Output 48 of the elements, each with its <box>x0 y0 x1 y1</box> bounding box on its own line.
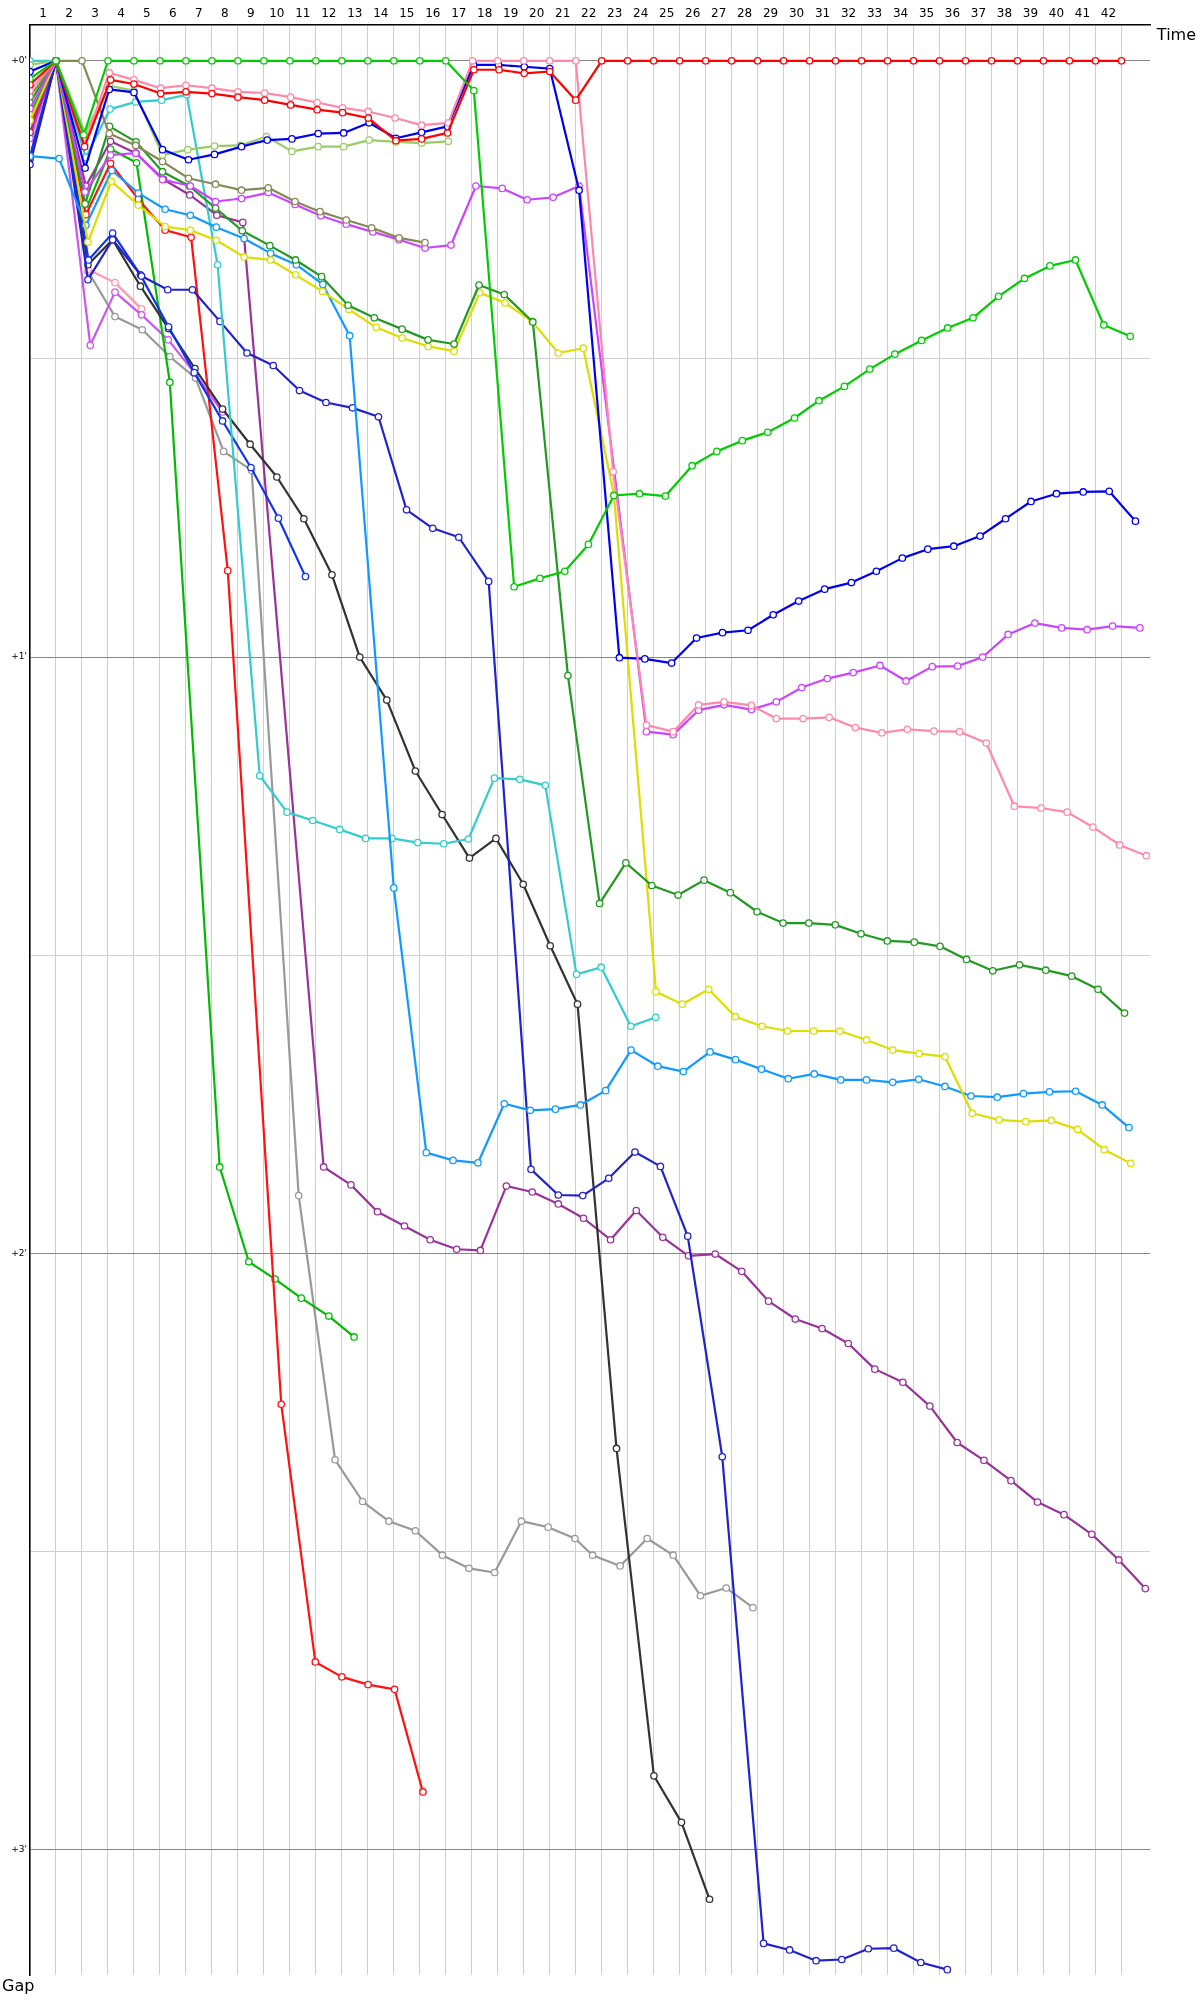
x-tick-label: 22 <box>581 5 597 20</box>
x-tick-label: 3 <box>91 5 99 20</box>
x-tick-label: 32 <box>840 5 857 20</box>
x-tick-label: 36 <box>944 5 961 20</box>
x-tick-label: 33 <box>866 5 883 20</box>
y-axis-title: Gap <box>2 1976 35 1996</box>
x-tick-label: 18 <box>477 5 493 20</box>
x-tick-label: 13 <box>347 5 363 20</box>
y-tick-label: +2' <box>11 1247 27 1258</box>
x-tick-label: 37 <box>970 5 987 20</box>
x-tick-label: 12 <box>321 5 337 20</box>
x-tick-label: 14 <box>373 5 389 20</box>
x-tick-label: 21 <box>555 5 571 20</box>
x-tick-label: 6 <box>169 5 177 20</box>
x-tick-label: 16 <box>425 5 441 20</box>
x-tick-label: 27 <box>710 5 727 20</box>
x-tick-label: 5 <box>143 5 151 20</box>
x-tick-label: 28 <box>736 5 753 20</box>
x-tick-label: 42 <box>1100 5 1117 20</box>
x-tick-label: 29 <box>762 5 779 20</box>
x-tick-label: 26 <box>685 5 701 20</box>
x-tick-label: 40 <box>1048 5 1065 20</box>
x-tick-label: 31 <box>814 5 831 20</box>
y-tick-label: +1' <box>11 651 27 662</box>
x-tick-label: 2 <box>65 5 73 20</box>
x-tick-label: 15 <box>399 5 415 20</box>
x-tick-label: 39 <box>1022 5 1039 20</box>
x-tick-label: 11 <box>295 5 311 20</box>
x-tick-label: 35 <box>918 5 935 20</box>
x-tick-label: 23 <box>607 5 623 20</box>
y-tick-label: +3' <box>11 1844 27 1855</box>
x-tick-label: 20 <box>529 5 545 20</box>
x-tick-label: 34 <box>892 5 909 20</box>
x-tick-label: 8 <box>221 5 229 20</box>
x-tick-label: 24 <box>633 5 649 20</box>
x-tick-label: 17 <box>451 5 467 20</box>
x-tick-label: 38 <box>996 5 1013 20</box>
x-axis-title: Time <box>1155 25 1196 45</box>
x-tick-label: 19 <box>503 5 519 20</box>
x-tick-label: 4 <box>117 5 125 20</box>
x-tick-label: 10 <box>269 5 285 20</box>
y-tick-label: +0' <box>11 55 27 66</box>
x-tick-label: 1 <box>39 5 47 20</box>
x-tick-label: 30 <box>788 5 805 20</box>
x-tick-label: 41 <box>1074 5 1091 20</box>
x-tick-label: 7 <box>195 5 203 20</box>
x-tick-label: 9 <box>247 5 255 20</box>
x-tick-label: 25 <box>659 5 675 20</box>
